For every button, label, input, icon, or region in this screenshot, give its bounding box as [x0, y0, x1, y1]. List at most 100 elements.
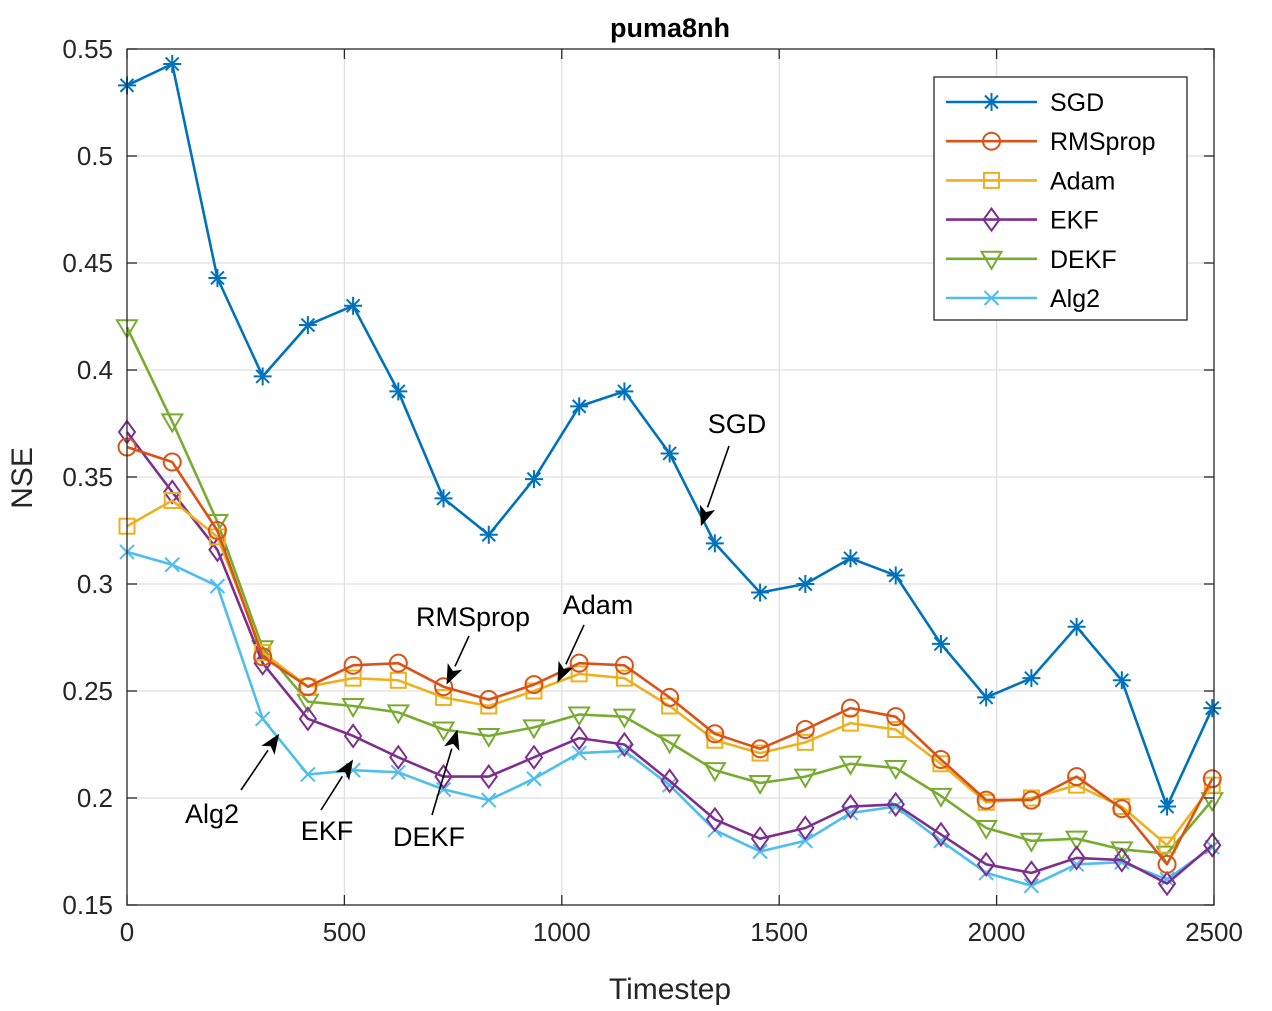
data-point-sgd [796, 575, 815, 593]
legend-label-adam: Adam [1050, 167, 1115, 195]
annotation-arrow-line-rmsprop [454, 635, 470, 667]
annotation-arrow-line-ekf [320, 775, 344, 811]
legend-label-sgd: SGD [1050, 89, 1104, 117]
annotation-label-ekf: EKF [301, 816, 354, 846]
data-point-rmsprop [1021, 790, 1041, 810]
data-point-ekf [434, 763, 453, 790]
annotation-rmsprop: RMSprop [416, 602, 530, 685]
data-point-rmsprop [253, 647, 273, 667]
data-point-adam [1158, 836, 1176, 854]
data-point-adam [887, 721, 905, 739]
data-point-alg2 [797, 833, 813, 849]
data-point-alg2 [752, 843, 768, 860]
y-tick-label: 0.15 [62, 890, 113, 920]
data-point-dekf [1064, 830, 1089, 851]
legend-marker-dekf [979, 250, 1004, 271]
data-point-rmsprop [750, 739, 770, 759]
data-point-ekf [886, 791, 905, 818]
data-point-dekf [386, 704, 411, 725]
data-point-alg2 [209, 578, 226, 594]
data-point-sgd [524, 470, 543, 489]
data-point-alg2 [390, 764, 407, 781]
data-point-alg2 [661, 777, 678, 793]
data-point-sgd [389, 382, 408, 401]
data-point-dekf [974, 819, 998, 840]
data-point-sgd [208, 268, 227, 287]
annotation-adam: Adam [557, 590, 634, 683]
annotation-arrow-head-sgd [699, 504, 716, 527]
legend-entry-alg2: Alg2 [946, 285, 1100, 313]
x-axis-label: Timestep [609, 973, 731, 1006]
axes: 0 500 1000 1500 2000 2500 0.15 0.2 0.25 0.3 0.35 0.… [62, 34, 1243, 947]
legend-entry-sgd: SGD [946, 89, 1104, 117]
series-ekf [117, 419, 1222, 897]
y-tick-label: 0.35 [62, 462, 113, 492]
y-tick-label: 0.5 [77, 141, 113, 171]
annotation-alg2: Alg2 [185, 733, 280, 829]
series-line-dekf [125, 326, 1214, 855]
legend-box [933, 76, 1188, 321]
annotation-arrow-head-dekf [444, 729, 460, 751]
series-line-alg2 [126, 550, 1214, 888]
data-point-rmsprop [479, 690, 499, 710]
legend-marker-sgd [982, 93, 1001, 111]
legend-marker-rmsprop [982, 131, 1001, 151]
annotation-arrow-line-alg2 [240, 749, 269, 791]
data-point-rmsprop [705, 724, 725, 744]
data-point-dekf [567, 706, 591, 727]
annotations: SGD RMSprop Adam Alg2 EKF DEKF [185, 409, 766, 852]
data-point-rmsprop [614, 655, 634, 675]
x-tick-label: 1000 [533, 917, 591, 947]
data-point-rmsprop [795, 720, 815, 740]
data-point-ekf [931, 821, 951, 848]
annotation-arrow-head-adam [557, 660, 574, 683]
legend-label-ekf: EKF [1050, 207, 1099, 235]
y-axis-label: NSE [6, 447, 39, 509]
data-point-rmsprop [1202, 769, 1222, 789]
data-point-adam [570, 665, 588, 683]
data-point-dekf [522, 719, 546, 740]
annotation-sgd: SGD [699, 409, 766, 527]
annotation-arrow-line-adam [565, 624, 585, 665]
legend-marker-ekf [982, 206, 1001, 233]
data-point-dekf [1019, 832, 1044, 853]
data-point-ekf [1067, 845, 1086, 871]
data-point-alg2 [1159, 871, 1175, 888]
data-point-sgd [660, 444, 679, 463]
data-point-sgd [1067, 617, 1086, 636]
data-point-rmsprop [660, 687, 680, 707]
annotation-label-adam: Adam [563, 590, 634, 620]
data-point-alg2 [254, 711, 271, 727]
data-point-ekf [976, 851, 996, 878]
data-point-dekf [612, 708, 637, 729]
legend-label-dekf: DEKF [1050, 246, 1117, 274]
data-point-sgd [434, 489, 453, 508]
data-point-ekf [1157, 870, 1177, 897]
data-point-ekf [569, 725, 589, 751]
data-point-dekf [657, 734, 682, 755]
data-point-ekf [841, 793, 860, 820]
data-point-dekf [703, 762, 727, 783]
data-point-alg2 [1204, 839, 1220, 855]
data-point-sgd [1112, 671, 1131, 690]
data-point-sgd [570, 397, 589, 416]
data-point-adam [389, 671, 407, 689]
series-group [115, 54, 1225, 897]
series-rmsprop [117, 437, 1222, 874]
data-point-adam [344, 669, 362, 687]
data-point-sgd [298, 316, 317, 335]
data-point-dekf [793, 768, 818, 789]
data-point-sgd [615, 382, 634, 401]
x-tick-label: 2500 [1185, 917, 1243, 947]
data-point-rmsprop [1112, 799, 1132, 819]
y-tick-label: 0.25 [62, 676, 113, 706]
legend-marker-adam [983, 171, 1000, 189]
data-point-alg2 [888, 798, 904, 815]
data-point-sgd [1022, 669, 1041, 688]
data-point-rmsprop [886, 707, 906, 727]
x-tick-label: 0 [120, 917, 134, 947]
data-point-sgd [931, 634, 950, 653]
data-point-rmsprop [931, 749, 951, 769]
legend-entry-rmsprop: RMSprop [946, 128, 1156, 156]
